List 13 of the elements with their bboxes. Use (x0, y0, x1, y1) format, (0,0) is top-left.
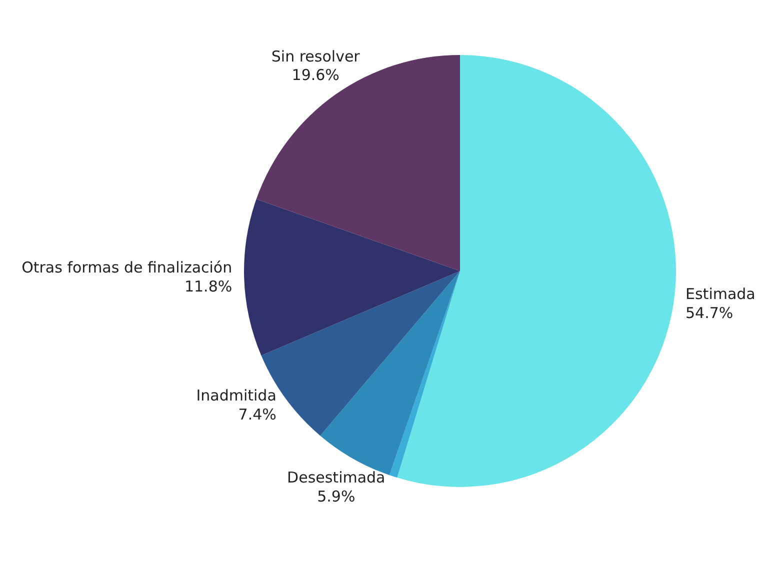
pie-slice (244, 199, 460, 356)
pie-slice (389, 271, 460, 478)
slice-label: Desestimada (287, 468, 386, 487)
data-label: 7.4% (238, 405, 276, 424)
slice-label: Sin resolver (271, 47, 361, 66)
data-label: 19.6% (292, 66, 340, 84)
slice-label: Inadmitida (196, 386, 276, 405)
data-label: 54.7% (686, 304, 734, 322)
slice-label: Otras formas de finalización (22, 258, 232, 277)
pie-slice (397, 55, 676, 487)
data-label: 5.9% (317, 487, 356, 506)
data-label: 11.8% (184, 277, 232, 296)
slice-label: Estimada (686, 285, 756, 304)
